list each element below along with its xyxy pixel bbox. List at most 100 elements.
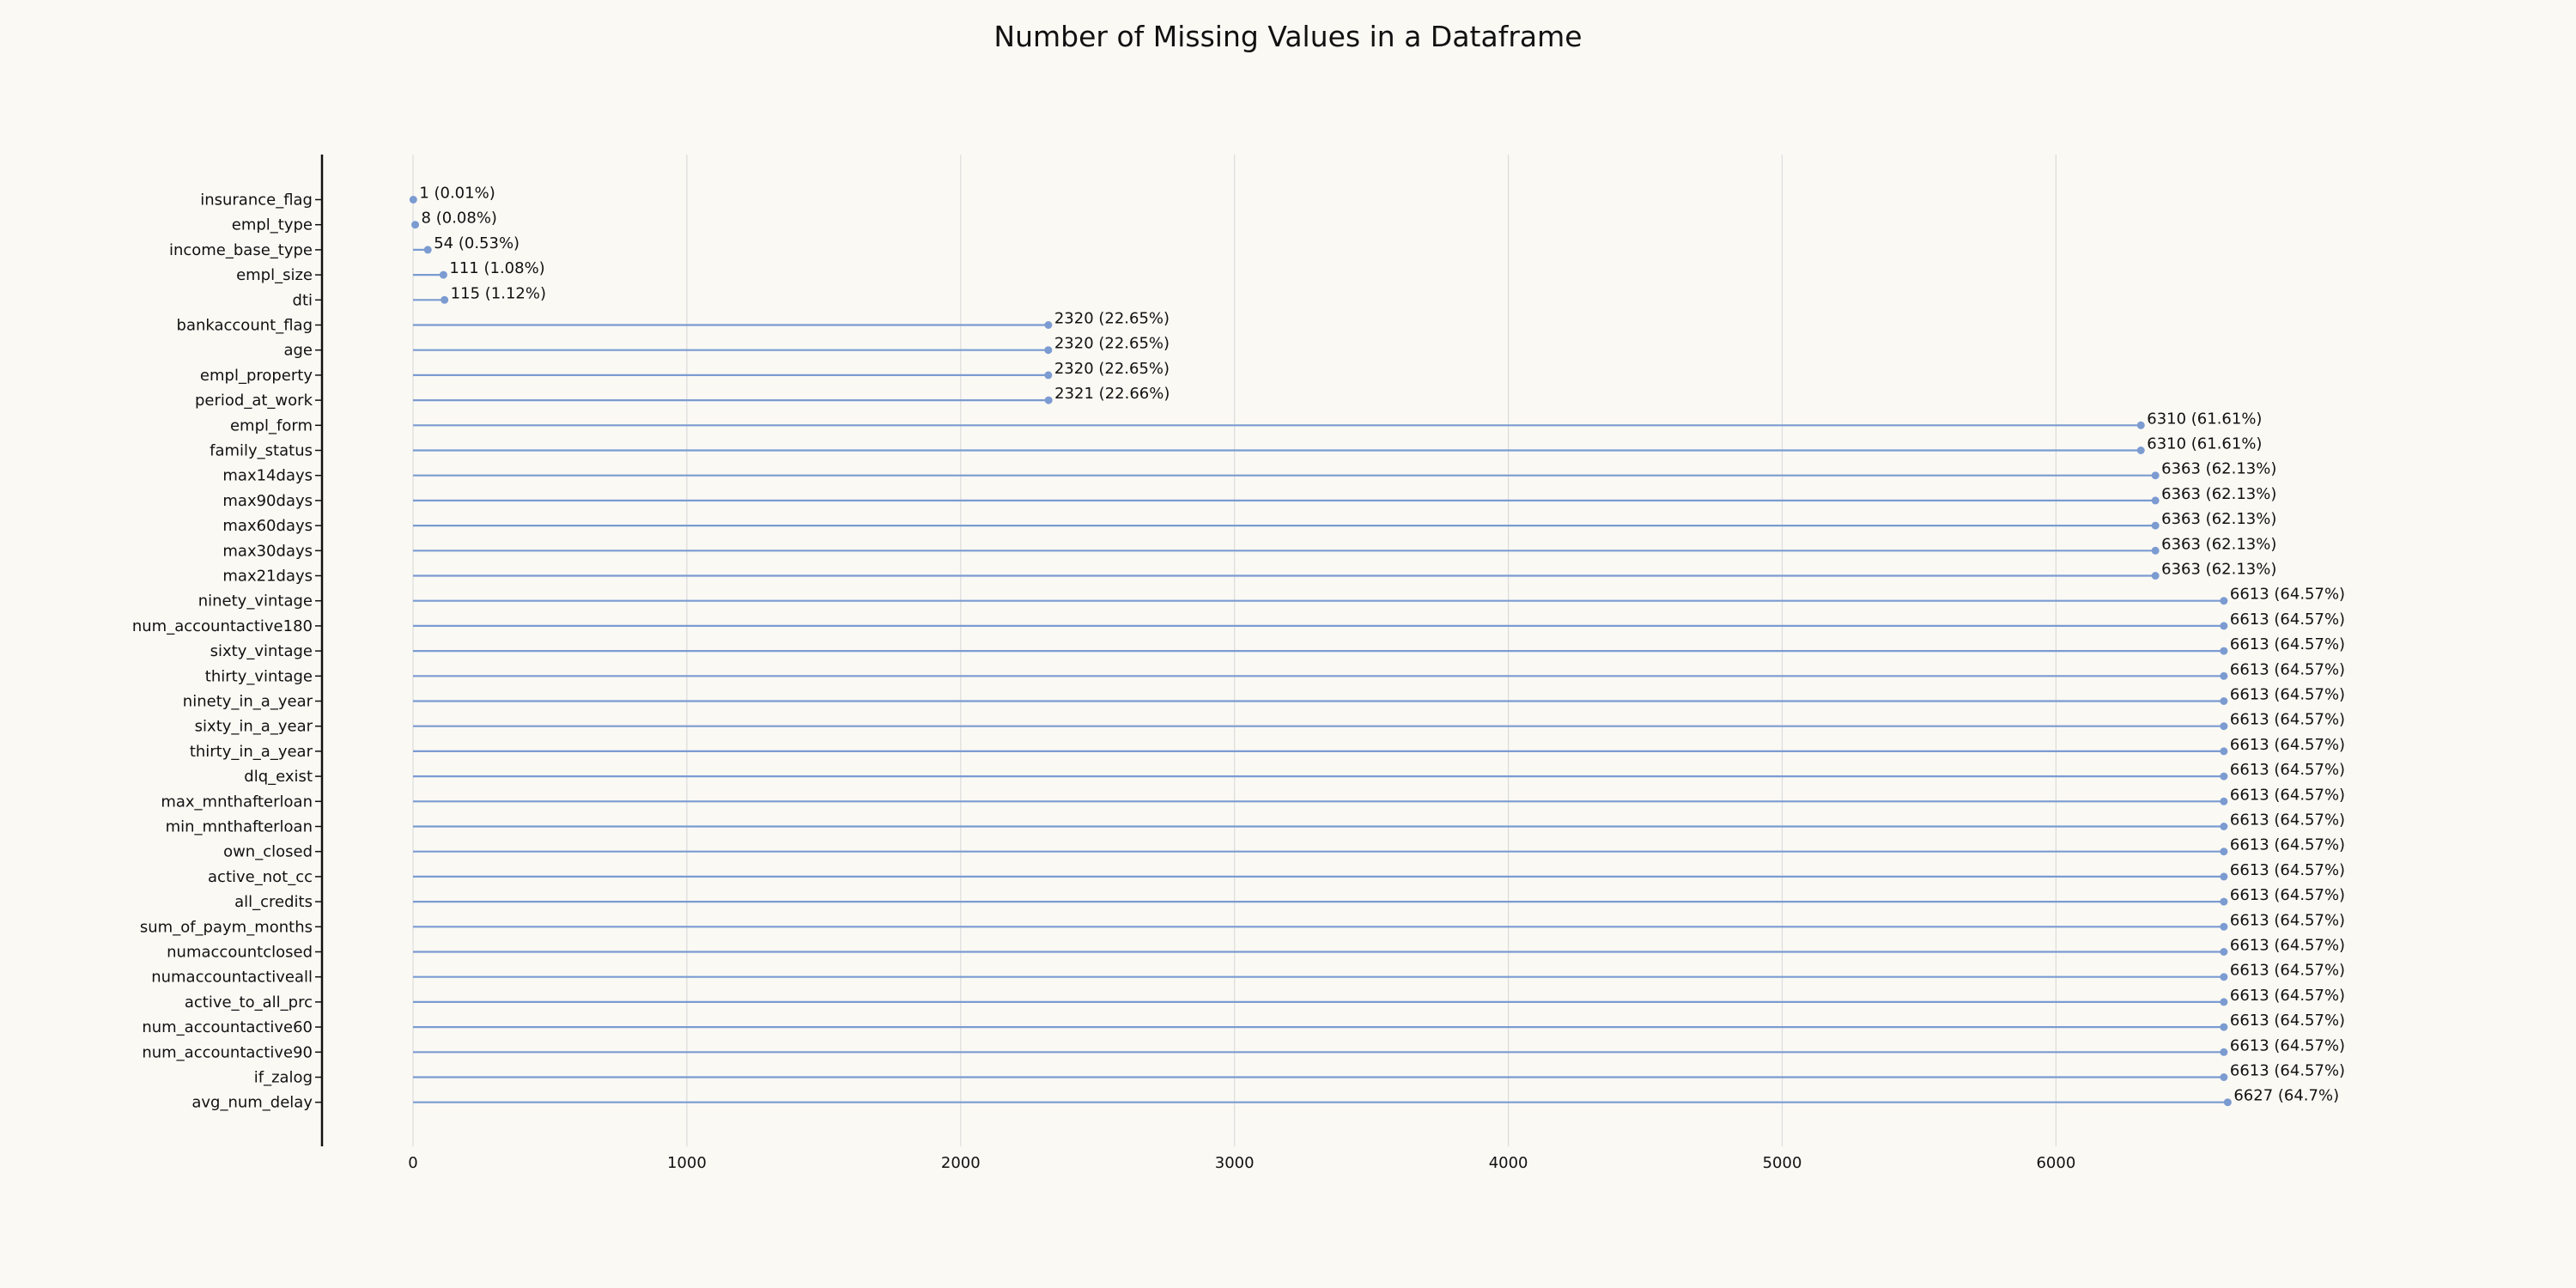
category-label: num_accountactive180 — [132, 617, 313, 635]
lollipop-marker — [2220, 1073, 2228, 1081]
lollipop-marker — [2220, 998, 2228, 1006]
lollipop-marker — [1044, 396, 1053, 404]
data-label: 6613 (64.57%) — [2230, 911, 2345, 929]
x-tick-label: 3000 — [1215, 1154, 1255, 1172]
category-label: active_to_all_prc — [185, 993, 313, 1012]
category-label: insurance_flag — [200, 191, 313, 210]
lollipop-marker — [2220, 722, 2228, 731]
data-label: 115 (1.12%) — [451, 284, 546, 302]
data-label: 2321 (22.66%) — [1054, 385, 1170, 403]
data-label: 2320 (22.65%) — [1054, 360, 1170, 378]
lollipop-marker — [440, 295, 449, 304]
lollipop-marker — [411, 221, 420, 229]
category-label: sixty_vintage — [210, 642, 313, 660]
data-label: 6613 (64.57%) — [2230, 786, 2345, 804]
data-label: 6613 (64.57%) — [2230, 1036, 2345, 1054]
lollipop-marker — [2220, 1048, 2228, 1056]
x-tick-label: 5000 — [1763, 1154, 1802, 1172]
data-label: 6613 (64.57%) — [2230, 987, 2345, 1005]
data-label: 6613 (64.57%) — [2230, 635, 2345, 653]
data-label: 6613 (64.57%) — [2230, 861, 2345, 879]
data-label: 6613 (64.57%) — [2230, 1012, 2345, 1030]
category-label: numaccountclosed — [167, 944, 313, 962]
category-label: min_mnthafterloan — [166, 818, 313, 836]
category-label: avg_num_delay — [191, 1094, 313, 1112]
lollipop-marker — [2151, 521, 2160, 530]
lollipop-marker — [2151, 572, 2160, 580]
category-label: empl_size — [236, 266, 313, 284]
lollipop-marker — [2220, 671, 2228, 680]
category-label: active_not_cc — [208, 868, 313, 886]
data-label: 6613 (64.57%) — [2230, 761, 2345, 779]
data-label: 6310 (61.61%) — [2147, 410, 2262, 428]
category-label: family_status — [210, 442, 313, 460]
category-label: empl_type — [232, 216, 313, 234]
lollipop-marker — [2220, 922, 2228, 931]
category-label: max30days — [222, 542, 313, 560]
data-label: 6613 (64.57%) — [2230, 660, 2345, 678]
data-label: 2320 (22.65%) — [1054, 335, 1170, 353]
data-label: 8 (0.08%) — [422, 210, 497, 228]
lollipop-marker — [2151, 496, 2160, 505]
data-label: 6613 (64.57%) — [2230, 736, 2345, 754]
lollipop-marker — [1044, 346, 1053, 355]
category-label: own_closed — [223, 843, 313, 861]
lollipop-marker — [2223, 1098, 2232, 1107]
category-label: thirty_vintage — [205, 667, 313, 685]
data-label: 6613 (64.57%) — [2230, 686, 2345, 704]
data-label: 6613 (64.57%) — [2230, 937, 2345, 955]
lollipop-marker — [2220, 647, 2228, 655]
data-label: 6363 (62.13%) — [2161, 535, 2276, 553]
data-labels: 1 (0.01%) 8 (0.08%) 54 (0.53%) 111 (1.08%) 1… — [419, 185, 2345, 1105]
x-tick-label: 6000 — [2036, 1154, 2075, 1172]
lollipop-marker — [2220, 772, 2228, 781]
lollipop-marker — [2136, 421, 2145, 429]
data-label: 6363 (62.13%) — [2161, 485, 2276, 503]
lollipop-marker — [1044, 321, 1053, 329]
category-label: numaccountactiveall — [151, 969, 313, 987]
category-label: max14days — [222, 467, 313, 485]
lollipop-marker — [2151, 471, 2160, 480]
lollipop-marker — [2220, 872, 2228, 881]
category-label: ninety_vintage — [198, 592, 313, 611]
x-tick-label: 1000 — [667, 1154, 707, 1172]
data-label: 1 (0.01%) — [419, 185, 495, 203]
category-label: max21days — [222, 568, 313, 586]
lollipop-marker — [2220, 973, 2228, 981]
lollipop-marker — [2220, 948, 2228, 956]
category-label: age — [283, 342, 313, 360]
data-label: 6363 (62.13%) — [2161, 460, 2276, 478]
lollipop-marker — [2220, 848, 2228, 856]
category-label: max90days — [222, 492, 313, 510]
lollipop-marker — [423, 246, 432, 254]
data-label: 6613 (64.57%) — [2230, 611, 2345, 629]
x-tick-label: 4000 — [1489, 1154, 1528, 1172]
category-label: ninety_in_a_year — [183, 693, 313, 711]
lollipop-marker — [2151, 546, 2160, 555]
lollipop-marker — [1044, 371, 1053, 380]
data-label: 6363 (62.13%) — [2161, 510, 2276, 528]
lollipop-marker — [2220, 823, 2228, 830]
lollipop-marker — [409, 196, 417, 204]
category-label: sum_of_paym_months — [140, 918, 313, 936]
x-axis-ticks: 0 1000 2000 3000 4000 5000 6000 — [408, 1154, 2075, 1172]
category-label: all_credits — [234, 893, 313, 911]
category-label: num_accountactive60 — [142, 1018, 313, 1036]
data-label: 6613 (64.57%) — [2230, 836, 2345, 854]
data-label: 111 (1.08%) — [449, 259, 544, 277]
x-tick-label: 2000 — [941, 1154, 981, 1172]
category-labels: insurance_flag empl_type income_base_typee… — [132, 191, 322, 1112]
data-label: 6363 (62.13%) — [2161, 561, 2276, 579]
lollipop-marker — [2220, 622, 2228, 630]
lollipop-marker — [2220, 697, 2228, 705]
category-label: bankaccount_flag — [177, 317, 313, 335]
category-label: dti — [293, 291, 313, 309]
lollipop-marker — [2220, 597, 2228, 605]
lollipop-marker — [2220, 797, 2228, 805]
data-label: 6627 (64.7%) — [2233, 1087, 2339, 1105]
data-label: 6613 (64.57%) — [2230, 1062, 2345, 1080]
data-label: 6613 (64.57%) — [2230, 811, 2345, 829]
data-label: 2320 (22.65%) — [1054, 310, 1170, 328]
lollipops — [409, 196, 2232, 1107]
